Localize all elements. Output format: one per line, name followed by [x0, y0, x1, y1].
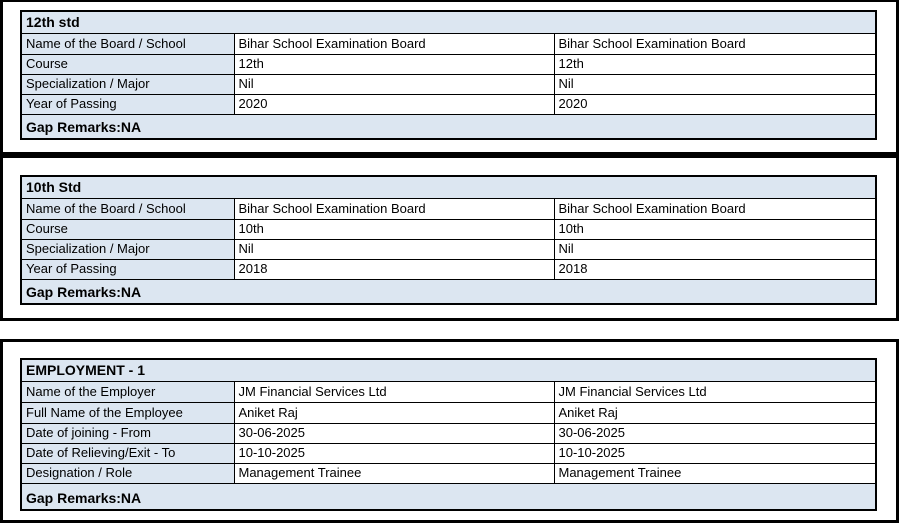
- table-row: Specialization / Major Nil Nil: [20, 239, 877, 260]
- row-label-cell: Specialization / Major: [20, 239, 235, 260]
- section-employment-1: EMPLOYMENT - 1 Name of the Employer JM F…: [0, 339, 899, 523]
- section-10th-std: 10th Std Name of the Board / School Biha…: [0, 155, 899, 321]
- row-value-cell: 2018: [233, 259, 555, 280]
- table-row: Course 12th 12th: [20, 54, 877, 75]
- table-row: Name of the Employer JM Financial Servic…: [20, 381, 877, 403]
- table-row: Year of Passing 2018 2018: [20, 259, 877, 280]
- table-row: 12th std: [20, 10, 877, 34]
- row-value-cell: Bihar School Examination Board: [553, 33, 877, 55]
- section-title: 10th Std: [20, 175, 877, 199]
- row-label-cell: Date of joining - From: [20, 423, 235, 444]
- row-value-cell: Nil: [233, 74, 555, 95]
- education-table-10th: 10th Std Name of the Board / School Biha…: [20, 175, 878, 305]
- section-12th-std: 12th std Name of the Board / School Biha…: [0, 0, 899, 155]
- row-value-cell: 2018: [553, 259, 877, 280]
- table-row: Date of joining - From 30-06-2025 30-06-…: [20, 423, 877, 444]
- row-value-cell: Bihar School Examination Board: [553, 198, 877, 220]
- row-label-cell: Name of the Employer: [20, 381, 235, 403]
- row-value-cell: 10th: [553, 219, 877, 240]
- gap-remarks: Gap Remarks:NA: [20, 114, 877, 139]
- row-value-cell: 10-10-2025: [553, 443, 877, 464]
- row-value-cell: 2020: [233, 94, 555, 115]
- employment-table-1: EMPLOYMENT - 1 Name of the Employer JM F…: [20, 358, 878, 511]
- row-value-cell: 12th: [553, 54, 877, 75]
- table-row: 10th Std: [20, 175, 877, 199]
- table-row: Full Name of the Employee Aniket Raj Ani…: [20, 402, 877, 424]
- row-value-cell: Nil: [233, 239, 555, 260]
- row-label-cell: Date of Relieving/Exit - To: [20, 443, 235, 464]
- table-row: Gap Remarks:NA: [20, 114, 877, 139]
- row-label-cell: Year of Passing: [20, 259, 235, 280]
- row-label-cell: Designation / Role: [20, 463, 235, 484]
- table-row: Gap Remarks:NA: [20, 483, 877, 510]
- section-title: 12th std: [20, 10, 877, 34]
- row-label-cell: Name of the Board / School: [20, 33, 235, 55]
- table-row: EMPLOYMENT - 1: [20, 358, 877, 382]
- row-value-cell: JM Financial Services Ltd: [233, 381, 555, 403]
- gap-remarks: Gap Remarks:NA: [20, 279, 877, 304]
- row-label-cell: Year of Passing: [20, 94, 235, 115]
- gap-remarks: Gap Remarks:NA: [20, 483, 877, 510]
- row-value-cell: 30-06-2025: [233, 423, 555, 444]
- row-value-cell: Bihar School Examination Board: [233, 198, 555, 220]
- row-value-cell: Aniket Raj: [553, 402, 877, 424]
- table-row: Course 10th 10th: [20, 219, 877, 240]
- table-row: Designation / Role Management Trainee Ma…: [20, 463, 877, 484]
- row-value-cell: Management Trainee: [553, 463, 877, 484]
- row-value-cell: 12th: [233, 54, 555, 75]
- row-value-cell: Nil: [553, 74, 877, 95]
- table-row: Gap Remarks:NA: [20, 279, 877, 304]
- row-label-cell: Course: [20, 219, 235, 240]
- row-label-cell: Name of the Board / School: [20, 198, 235, 220]
- row-label-cell: Specialization / Major: [20, 74, 235, 95]
- row-value-cell: Nil: [553, 239, 877, 260]
- table-row: Specialization / Major Nil Nil: [20, 74, 877, 95]
- table-row: Name of the Board / School Bihar School …: [20, 198, 877, 220]
- table-row: Date of Relieving/Exit - To 10-10-2025 1…: [20, 443, 877, 464]
- row-value-cell: 10-10-2025: [233, 443, 555, 464]
- row-value-cell: 2020: [553, 94, 877, 115]
- row-value-cell: 10th: [233, 219, 555, 240]
- row-value-cell: 30-06-2025: [553, 423, 877, 444]
- row-value-cell: Management Trainee: [233, 463, 555, 484]
- section-title: EMPLOYMENT - 1: [20, 358, 877, 382]
- row-label-cell: Course: [20, 54, 235, 75]
- row-value-cell: JM Financial Services Ltd: [553, 381, 877, 403]
- row-value-cell: Bihar School Examination Board: [233, 33, 555, 55]
- education-table-12th: 12th std Name of the Board / School Biha…: [20, 10, 878, 140]
- row-label-cell: Full Name of the Employee: [20, 402, 235, 424]
- row-value-cell: Aniket Raj: [233, 402, 555, 424]
- table-row: Name of the Board / School Bihar School …: [20, 33, 877, 55]
- table-row: Year of Passing 2020 2020: [20, 94, 877, 115]
